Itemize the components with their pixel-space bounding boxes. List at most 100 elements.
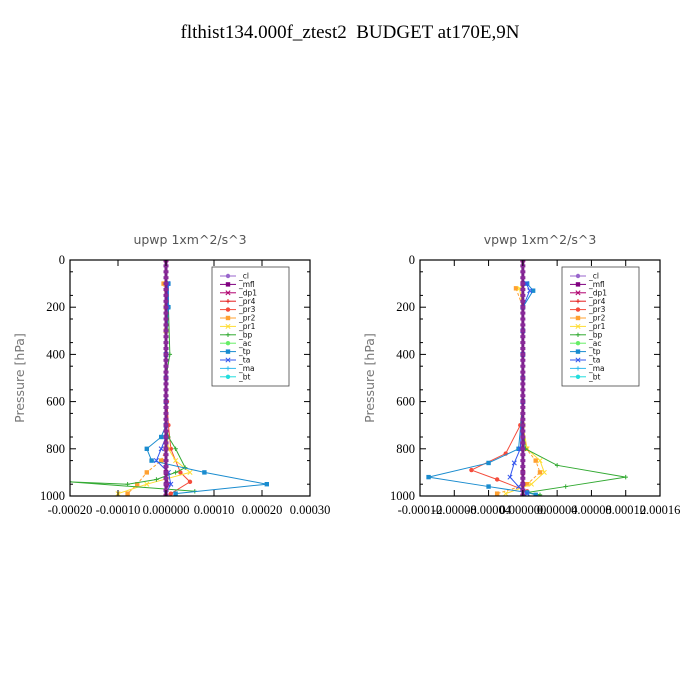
vpwp-point-ta <box>516 484 522 490</box>
upwp-zero-marker <box>163 305 169 309</box>
upwp-legend-marker-cl <box>225 273 231 279</box>
upwp-zero-marker <box>163 276 169 280</box>
upwp-y-tick-label: 1000 <box>40 489 65 503</box>
upwp-point-pr1 <box>144 481 150 487</box>
vpwp-zero-marker <box>520 335 526 339</box>
upwp-zero-marker <box>163 429 169 433</box>
upwp-series-pr1 <box>115 281 193 496</box>
upwp-zero-marker <box>163 335 169 339</box>
upwp-point-bp <box>70 479 73 485</box>
vpwp-zero-marker <box>520 323 526 327</box>
upwp-zero-marker <box>163 364 169 368</box>
vpwp-zero-marker <box>520 429 526 433</box>
upwp-zero-marker <box>163 441 169 445</box>
upwp-point-pr2 <box>159 458 164 463</box>
vpwp-series-pr2 <box>494 286 543 496</box>
upwp-zero-marker <box>163 288 169 291</box>
upwp-legend-label-cl: _cl <box>238 272 249 281</box>
upwp-zero-marker <box>163 465 169 468</box>
vpwp-zero-marker <box>520 447 526 451</box>
upwp-legend-label-pr1: _pr1 <box>238 322 256 331</box>
upwp-point-tp <box>264 482 269 487</box>
upwp-legend-label-ta: _ta <box>238 356 250 365</box>
upwp-legend-marker-mfl <box>225 282 231 287</box>
upwp-point-pr1 <box>187 469 193 475</box>
vpwp-x-tick-label: 0.00016 <box>640 503 681 517</box>
vpwp-point-pr1 <box>541 469 547 475</box>
vpwp-y-axis-label: Pressure [hPa] <box>362 333 377 423</box>
vpwp-legend-label-pr1: _pr1 <box>588 322 606 331</box>
upwp-title: upwp 1xm^2/s^3 <box>133 232 246 247</box>
vpwp-point-pr1 <box>503 491 509 496</box>
vpwp-zero-marker <box>520 470 526 474</box>
vpwp-zero-marker <box>520 347 526 350</box>
vpwp-zero-marker <box>520 293 526 297</box>
upwp-zero-marker <box>163 376 169 380</box>
vpwp-zero-marker <box>520 382 526 386</box>
upwp-legend-label-pr3: _pr3 <box>238 305 256 314</box>
upwp-zero-marker <box>163 482 169 486</box>
vpwp-zero-marker <box>520 352 526 356</box>
vpwp-zero-marker <box>520 311 526 315</box>
upwp-zero-marker <box>163 341 169 345</box>
vpwp-legend-label-pr2: _pr2 <box>588 314 606 323</box>
vpwp-legend-label-ta: _ta <box>588 356 600 365</box>
vpwp-zero-marker <box>520 358 526 362</box>
upwp-x-tick-label: -0.00010 <box>96 503 141 517</box>
vpwp-point-pr1 <box>528 481 534 487</box>
vpwp-legend-marker-cl <box>575 273 581 279</box>
upwp-x-tick-label: 0.00020 <box>242 503 283 517</box>
upwp-y-tick-label: 200 <box>46 300 65 314</box>
upwp-zero-marker <box>163 329 169 333</box>
vpwp-legend-marker-bt <box>575 374 581 379</box>
vpwp-point-tp <box>524 490 530 495</box>
upwp-zero-marker <box>163 317 169 321</box>
upwp-zero-marker <box>163 358 169 362</box>
vpwp-series-ta <box>507 281 533 496</box>
vpwp-point-tp <box>530 288 536 293</box>
vpwp-zero-marker <box>520 299 526 303</box>
vpwp-legend-marker-dp1 <box>575 290 581 296</box>
upwp-legend-marker-dp1 <box>225 290 231 296</box>
upwp-legend-label-tp: _tp <box>238 347 251 356</box>
upwp-point-tp <box>149 458 154 463</box>
upwp-point-ta <box>153 458 159 464</box>
vpwp-y-tick-label: 200 <box>396 300 415 314</box>
upwp-zero-marker <box>163 311 169 315</box>
vpwp-zero-marker <box>520 453 526 457</box>
upwp-point-tp <box>173 491 178 496</box>
upwp-point-pr2 <box>125 491 130 496</box>
vpwp-zero-marker <box>520 282 526 286</box>
upwp-y-tick-label: 400 <box>46 347 65 361</box>
vpwp-x-tick-label: 0.00004 <box>537 503 578 517</box>
vpwp-point-pr2 <box>524 482 530 487</box>
upwp-legend-marker-bp <box>225 332 231 337</box>
vpwp-zero-marker <box>520 459 526 463</box>
upwp-y-axis-label: Pressure [hPa] <box>12 333 27 423</box>
vpwp-y-tick-label: 800 <box>396 442 415 456</box>
vpwp-zero-marker <box>520 364 526 368</box>
upwp-line-bp <box>70 283 195 492</box>
vpwp-y-tick-label: 600 <box>396 395 415 409</box>
vpwp-plot-frame <box>419 259 661 497</box>
upwp-x-tick-label: 0.00030 <box>290 503 331 517</box>
upwp-legend-marker-ac <box>225 341 231 346</box>
vpwp-legend-marker-tp <box>575 349 581 354</box>
upwp-legend-marker-tp <box>225 349 231 354</box>
vpwp-zero-marker <box>520 394 526 398</box>
vpwp-y-tick-label: 1000 <box>390 489 415 503</box>
upwp-zero-marker <box>163 370 169 374</box>
vpwp-legend-marker-pr3 <box>575 307 581 312</box>
upwp-zero-marker <box>163 347 169 350</box>
vpwp-legend-marker-mfl <box>575 282 581 287</box>
upwp-zero-marker <box>163 388 169 392</box>
vpwp-zero-marker <box>520 465 526 468</box>
vpwp-title: vpwp 1xm^2/s^3 <box>484 232 597 247</box>
upwp-zero-marker <box>163 459 169 463</box>
vpwp-zero-marker <box>520 317 526 321</box>
vpwp-x-tick-label: 0.000000 <box>499 503 546 517</box>
vpwp-point-tp <box>516 446 521 451</box>
upwp-legend-marker-pr1 <box>225 323 231 329</box>
upwp-series-group <box>70 260 269 496</box>
upwp-zero-marker <box>163 417 169 421</box>
